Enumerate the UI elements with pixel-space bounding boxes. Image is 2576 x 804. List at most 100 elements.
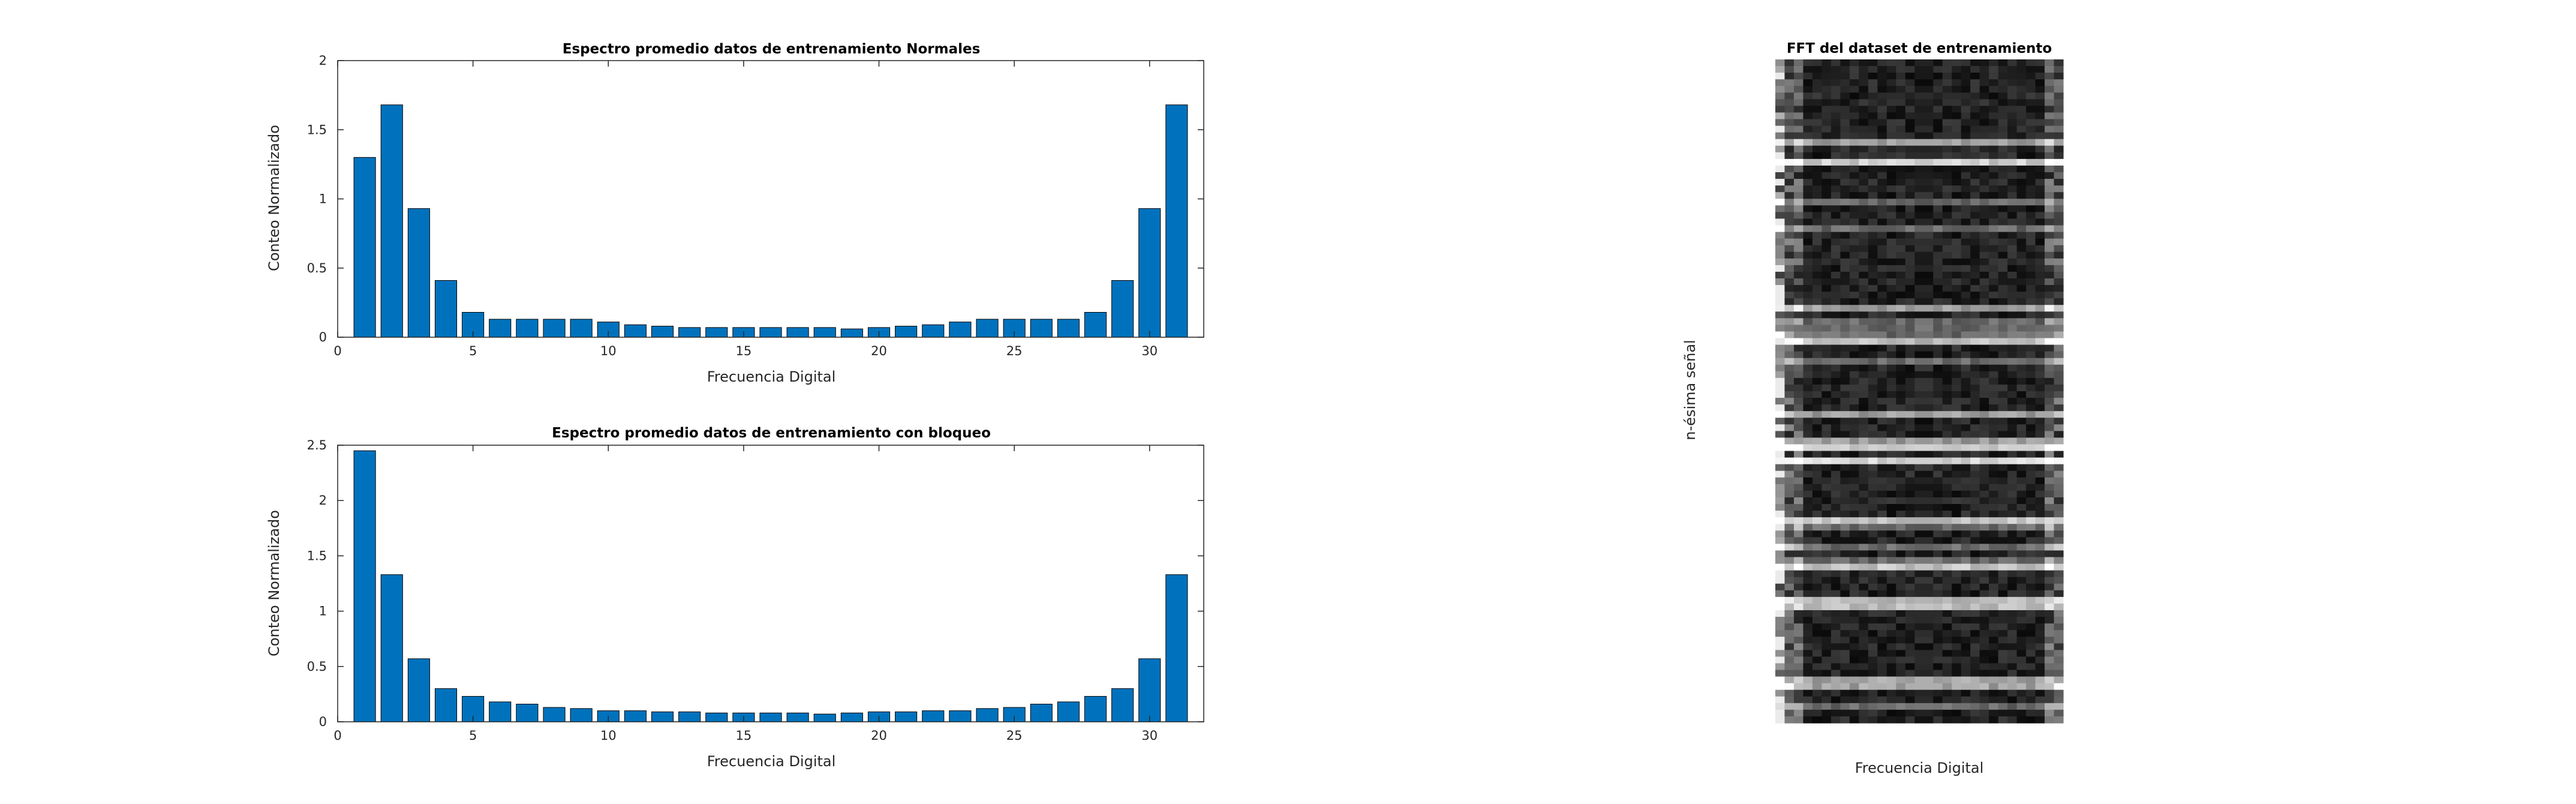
heatmap-cell: [1821, 377, 1832, 385]
heatmap-cell: [2045, 623, 2055, 631]
heatmap-cell: [1998, 477, 2008, 485]
heatmap-cell: [1793, 457, 1804, 465]
heatmap-cell: [1914, 59, 1925, 67]
heatmap-cell: [1784, 444, 1795, 452]
heatmap-cell: [1998, 285, 2008, 292]
heatmap-cell: [1961, 225, 1971, 233]
heatmap-cell: [1933, 590, 1943, 598]
heatmap-cell: [2016, 477, 2027, 485]
heatmap-cell: [2026, 696, 2036, 704]
heatmap-cell: [1914, 550, 1925, 558]
heatmap-cell: [2026, 218, 2036, 226]
heatmap-cell: [1942, 73, 1952, 80]
heatmap-cell: [1942, 212, 1952, 220]
heatmap-cell: [1793, 530, 1804, 538]
heatmap-cell: [1905, 251, 1915, 259]
heatmap-cell: [1952, 716, 1962, 724]
heatmap-cell: [1849, 603, 1859, 611]
heatmap-cell: [1775, 590, 1786, 598]
heatmap-cell: [1793, 99, 1804, 107]
heatmap-cell: [1933, 484, 1943, 491]
x-tick-label: 30: [1141, 344, 1158, 358]
heatmap-cell: [1840, 132, 1850, 140]
heatmap-cell: [1775, 656, 1786, 664]
heatmap-cell: [1896, 610, 1906, 617]
heatmap-cell: [1970, 670, 1980, 677]
heatmap-cell: [1970, 603, 1980, 611]
heatmap-cell: [1979, 59, 1989, 67]
heatmap-cell: [1914, 577, 1925, 584]
heatmap-cell: [1923, 570, 1934, 578]
heatmap-cell: [1877, 199, 1887, 206]
heatmap-cell: [1933, 431, 1943, 439]
heatmap-cell: [1989, 656, 1999, 664]
heatmap-cell: [1868, 451, 1878, 458]
heatmap-cell: [1942, 424, 1952, 431]
heatmap-cell: [1942, 318, 1952, 325]
heatmap-cell: [1849, 59, 1859, 67]
heatmap-cell: [2026, 623, 2036, 631]
heatmap-cell: [2016, 437, 2027, 445]
heatmap-cell: [1896, 271, 1906, 279]
heatmap-cell: [1914, 99, 1925, 107]
heatmap-cell: [1952, 258, 1962, 266]
heatmap-cell: [2054, 398, 2064, 405]
heatmap-cell: [1970, 444, 1980, 452]
heatmap-cell: [1849, 145, 1859, 153]
heatmap-cell: [2045, 550, 2055, 558]
heatmap-cell: [1868, 371, 1878, 379]
heatmap-cell: [1979, 683, 1989, 691]
heatmap-cell: [1803, 338, 1813, 346]
heatmap-cell: [1859, 92, 1869, 100]
heatmap-cell: [1942, 119, 1952, 127]
heatmap-cell: [1775, 158, 1786, 166]
heatmap-cell: [1803, 590, 1813, 598]
heatmap-cell: [1989, 689, 1999, 697]
heatmap-cell: [1952, 218, 1962, 226]
heatmap-cell: [1914, 603, 1925, 611]
heatmap-cell: [1923, 617, 1934, 624]
heatmap-cell: [1803, 86, 1813, 93]
heatmap-cell: [1933, 709, 1943, 717]
heatmap-cell: [1961, 537, 1971, 544]
heatmap-cell: [1859, 232, 1869, 239]
heatmap-cell: [1970, 517, 1980, 524]
heatmap-cell: [1830, 703, 1841, 710]
heatmap-cell: [1914, 524, 1925, 531]
heatmap-cell: [2026, 245, 2036, 253]
heatmap-cell: [1961, 119, 1971, 127]
heatmap-cell: [2007, 344, 2018, 352]
heatmap-cell: [1886, 563, 1896, 571]
heatmap-cell: [1923, 630, 1934, 637]
heatmap-cell: [1775, 125, 1786, 133]
heatmap-cell: [1775, 185, 1786, 193]
heatmap-cell: [1896, 245, 1906, 253]
heatmap-cell: [1784, 683, 1795, 691]
heatmap-cell: [2045, 590, 2055, 598]
heatmap-cell: [1979, 325, 1989, 332]
heatmap-cell: [1933, 172, 1943, 179]
heatmap-cell: [2035, 650, 2045, 657]
heatmap-cell: [1905, 404, 1915, 412]
heatmap-cell: [2007, 119, 2018, 127]
heatmap-cell: [1821, 650, 1832, 657]
heatmap-cell: [2035, 563, 2045, 571]
heatmap-cell: [1840, 683, 1850, 691]
heatmap-cell: [2007, 610, 2018, 617]
heatmap-cell: [1868, 238, 1878, 246]
heatmap-cell: [1849, 643, 1859, 650]
heatmap-cell: [1830, 563, 1841, 571]
x-tick-label: 20: [871, 344, 887, 358]
heatmap-cell: [1830, 637, 1841, 644]
heatmap-cell: [1914, 404, 1925, 412]
heatmap-cell: [1970, 258, 1980, 266]
heatmap-cell: [1868, 298, 1878, 305]
heatmap-cell: [1830, 437, 1841, 445]
heatmap-cell: [1859, 145, 1869, 153]
heatmap-cell: [1896, 550, 1906, 558]
heatmap-cell: [1840, 192, 1850, 199]
heatmap-cell: [1821, 637, 1832, 644]
heatmap-cell: [1961, 292, 1971, 299]
heatmap-cell: [1952, 278, 1962, 286]
